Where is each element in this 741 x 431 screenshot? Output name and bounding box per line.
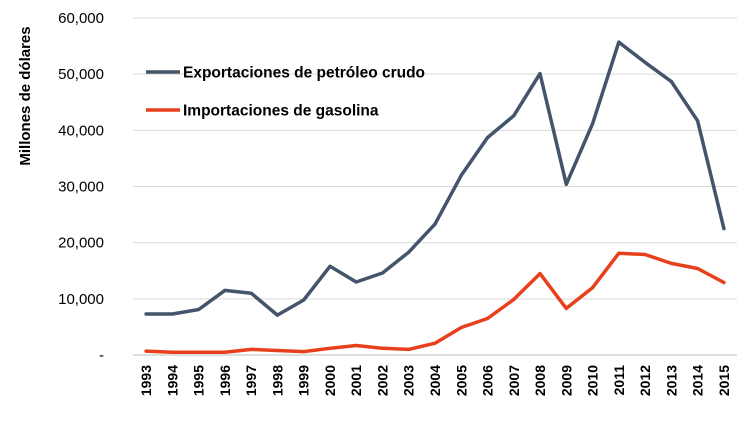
data-point [459, 325, 463, 330]
data-point [696, 266, 700, 271]
data-point [170, 312, 174, 316]
x-tick-label: 1993 [138, 365, 154, 396]
x-tick-label: 2001 [348, 365, 364, 396]
data-point [354, 280, 358, 284]
data-point [459, 173, 463, 177]
data-point [591, 286, 595, 290]
legend-label: Importaciones de gasolina [183, 103, 379, 120]
data-point [144, 349, 148, 353]
data-point [617, 40, 621, 44]
x-tick-label: 2004 [427, 365, 443, 396]
data-point [223, 288, 227, 292]
x-tick-label: 2011 [611, 365, 627, 396]
y-axis-ticks: - 10,000 20,000 30,000 40,000 50,000 60,000 [58, 10, 104, 364]
data-point [564, 306, 568, 310]
x-tick-label: 2009 [558, 365, 574, 396]
data-point [380, 346, 385, 350]
x-tick-label: 2008 [532, 365, 548, 396]
y-axis-label: Millones de dólares [17, 26, 34, 165]
data-point [512, 114, 516, 118]
x-tick-label: 2000 [322, 365, 338, 396]
data-point [643, 252, 647, 257]
legend: Exportaciones de petróleo crudo Importaci… [146, 65, 425, 120]
y-tick-label: 10,000 [58, 291, 104, 308]
x-tick-label: 2006 [480, 365, 496, 396]
y-tick-label: 50,000 [58, 66, 104, 83]
data-point [249, 347, 253, 351]
data-point [407, 347, 411, 351]
data-point [512, 297, 516, 301]
x-tick-label: 1994 [164, 365, 180, 396]
gridlines [133, 17, 737, 300]
data-point [669, 79, 673, 84]
data-point [722, 227, 726, 231]
x-tick-label: 2002 [374, 365, 390, 396]
data-point [696, 119, 700, 123]
x-tick-label: 1998 [269, 365, 285, 396]
data-point [669, 261, 673, 265]
data-point [538, 72, 542, 76]
x-tick-label: 2015 [716, 365, 732, 396]
data-point [328, 264, 332, 268]
data-point [485, 136, 490, 140]
data-point [538, 272, 542, 276]
x-tick-label: 1999 [296, 365, 312, 396]
y-tick-label: 20,000 [58, 235, 104, 252]
data-point [302, 298, 306, 302]
x-tick-label: 1996 [217, 365, 233, 396]
y-tick-label: 30,000 [58, 179, 104, 196]
data-point [433, 341, 437, 345]
x-tick-label: 1995 [191, 365, 207, 396]
x-tick-label: 1997 [243, 365, 259, 396]
series-line-2 [144, 251, 726, 354]
data-point [275, 313, 279, 317]
data-point [302, 350, 306, 354]
data-point [564, 182, 568, 186]
data-point [328, 346, 332, 350]
data-point [144, 312, 148, 316]
data-point [617, 251, 621, 255]
data-point [275, 348, 279, 353]
data-point [197, 350, 201, 354]
y-tick-label: 40,000 [58, 122, 104, 139]
data-point [170, 350, 174, 354]
data-point [643, 60, 647, 64]
x-tick-label: 2014 [690, 365, 706, 396]
y-tick-label: 60,000 [58, 10, 104, 27]
y-tick-label: - [99, 347, 104, 364]
data-point [249, 291, 253, 295]
x-tick-label: 2005 [453, 365, 469, 396]
x-tick-label: 2013 [663, 365, 679, 396]
x-axis-ticks: 1993 1994 1995 1996 1997 1998 1999 2000 2001 2002… [138, 365, 732, 396]
data-point [591, 122, 595, 126]
legend-label: Exportaciones de petróleo crudo [183, 65, 425, 82]
data-point [380, 271, 385, 275]
data-point [485, 316, 490, 321]
series-line-1 [144, 40, 726, 317]
data-point [407, 250, 411, 254]
series-lines [144, 40, 726, 354]
data-point [354, 343, 358, 348]
x-tick-label: 2010 [585, 365, 601, 396]
data-point [223, 350, 227, 354]
data-point [197, 307, 201, 312]
x-tick-label: 2007 [506, 365, 522, 396]
data-point [433, 222, 437, 226]
x-tick-label: 2003 [401, 365, 417, 396]
x-tick-label: 2012 [637, 365, 653, 396]
data-point [722, 280, 726, 285]
